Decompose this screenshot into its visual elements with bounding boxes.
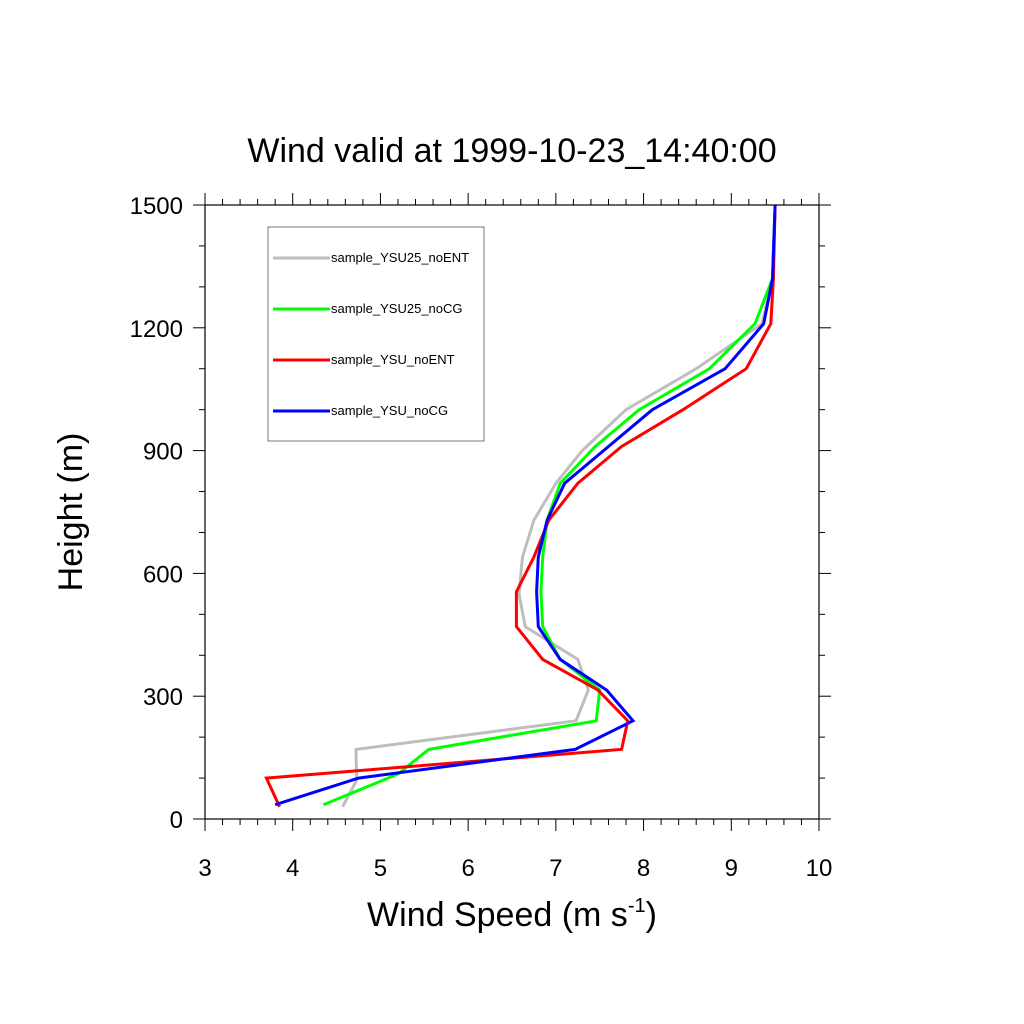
x-axis-title: Wind Speed (m s-1) <box>367 895 657 934</box>
y-tick-label: 600 <box>143 561 183 588</box>
y-tick-label: 900 <box>143 439 183 466</box>
y-axis-title: Height (m) <box>52 433 90 592</box>
x-axis-title-main: Wind Speed (m s <box>367 896 628 934</box>
y-tick-label: 1500 <box>130 193 183 220</box>
x-tick-label: 10 <box>806 855 833 882</box>
legend-label-4: sample_YSU_noCG <box>331 403 448 418</box>
plot-frame <box>204 204 820 820</box>
legend-items: sample_YSU25_noENT sample_YSU25_noCGsampl… <box>273 250 469 418</box>
legend-label-1: sample_YSU25_noENT <box>331 250 469 265</box>
legend-label-3: sample_YSU_noENT <box>331 352 455 367</box>
tick-labels: 3 4 5 6 7 8 9 10 0 300 600 900 1200 1500 <box>130 193 833 882</box>
x-tick-label: 6 <box>461 855 474 882</box>
y-tick-label: 0 <box>170 807 183 834</box>
x-axis-title-superscript: -1 <box>628 895 646 917</box>
legend-box <box>267 226 485 442</box>
chart-title: Wind valid at 1999-10-23_14:40:00 <box>247 132 776 170</box>
x-axis-title-close: ) <box>646 896 657 934</box>
x-tick-label: 5 <box>374 855 387 882</box>
y-tick-label: 300 <box>143 684 183 711</box>
y-tick-label: 1200 <box>130 316 183 343</box>
x-tick-label: 7 <box>549 855 562 882</box>
series-line-3 <box>264 204 777 808</box>
legend-label-2: sample_YSU25_noCG <box>331 301 463 316</box>
x-tick-label: 3 <box>198 855 211 882</box>
series-line-4 <box>274 204 777 807</box>
axis-ticks <box>193 193 831 831</box>
series-line-1 <box>341 204 777 808</box>
x-tick-label: 9 <box>725 855 738 882</box>
x-tick-label: 4 <box>286 855 299 882</box>
legend: sample_YSU25_noENT sample_YSU25_noCGsampl… <box>267 226 485 442</box>
series-line-2 <box>322 204 777 807</box>
x-tick-label: 8 <box>637 855 650 882</box>
plot-series <box>264 204 777 808</box>
